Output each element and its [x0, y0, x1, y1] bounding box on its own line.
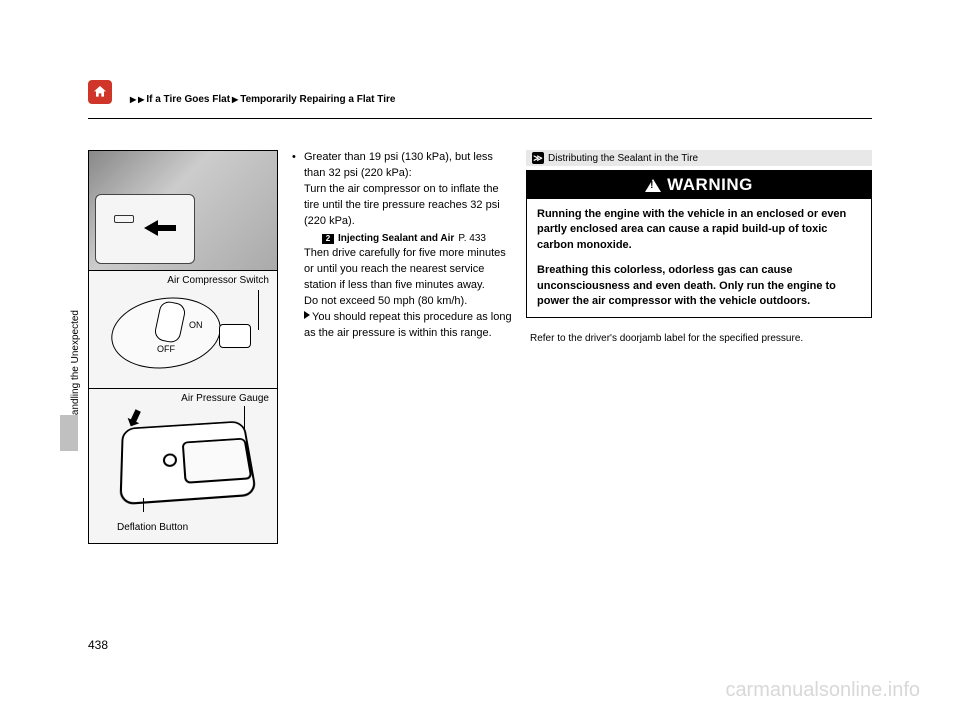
chevron-right-icon: ▶	[138, 95, 144, 104]
tip-title: Distributing the Sealant in the Tire	[548, 153, 698, 164]
gauge-label: Air Pressure Gauge	[97, 393, 269, 404]
ref-page: P. 433	[458, 232, 486, 247]
compressor-switch-label: Air Compressor Switch	[97, 275, 269, 286]
warning-box: WARNING Running the engine with the vehi…	[526, 170, 872, 318]
footnote: Refer to the driver's doorjamb label for…	[526, 332, 872, 346]
continue-item: You should repeat this procedure as long…	[304, 310, 512, 342]
sidebar-column: ≫ Distributing the Sealant in the Tire W…	[526, 150, 872, 544]
gauge-illustration: ⬇	[97, 406, 269, 526]
body-text: Do not exceed 50 mph (80 km/h).	[304, 294, 512, 310]
callout-line	[258, 290, 259, 330]
gauge-screen-icon	[182, 438, 253, 484]
warning-body: Running the engine with the vehicle in a…	[527, 199, 871, 317]
figure-compressor-switch: Air Compressor Switch ON OFF	[89, 271, 277, 389]
body-text: Turn the air compressor on to inflate th…	[304, 182, 512, 230]
socket-icon	[114, 215, 134, 223]
compressor-illustration: ON OFF	[97, 288, 269, 378]
cross-ref: 2 Injecting Sealant and Air P. 433	[304, 232, 512, 247]
warning-p1: Running the engine with the vehicle in a…	[537, 207, 861, 253]
warning-p2: Breathing this colorless, odorless gas c…	[537, 263, 861, 309]
arrow-left-icon	[144, 220, 158, 236]
section-label: Handling the Unexpected	[70, 310, 81, 422]
alert-triangle-icon	[645, 179, 661, 192]
ref-icon: 2	[322, 234, 334, 244]
breadcrumb-part2: Temporarily Repairing a Flat Tire	[240, 94, 395, 105]
watermark: carmanualsonline.info	[725, 679, 920, 702]
figure-pressure-gauge: Air Pressure Gauge ⬇ Deflation Button	[89, 389, 277, 543]
triangle-right-icon	[304, 311, 310, 319]
breadcrumb-part1: If a Tire Goes Flat	[146, 94, 230, 105]
page-content: Air Compressor Switch ON OFF Air Pressur…	[88, 150, 872, 544]
bullet-icon: •	[292, 150, 304, 342]
off-label: OFF	[157, 344, 175, 354]
figure-box: Air Compressor Switch ON OFF Air Pressur…	[88, 150, 278, 544]
socket-panel	[95, 194, 195, 264]
gauge-icon	[219, 324, 251, 348]
header-divider	[88, 118, 872, 119]
figure-column: Air Compressor Switch ON OFF Air Pressur…	[88, 150, 278, 544]
on-label: ON	[189, 320, 203, 330]
chevron-right-icon: ▶	[232, 95, 238, 104]
bullet-lead: Greater than 19 psi (130 kPa), but less …	[304, 150, 512, 182]
tip-header: ≫ Distributing the Sealant in the Tire	[526, 150, 872, 166]
callout-line	[143, 498, 144, 512]
chevron-right-icon: ▶	[130, 95, 136, 104]
compressor-case-icon	[119, 420, 257, 505]
bullet-item: • Greater than 19 psi (130 kPa), but les…	[292, 150, 512, 342]
side-tab	[60, 415, 78, 451]
warning-title-bar: WARNING	[527, 171, 871, 199]
home-icon[interactable]	[88, 80, 112, 104]
ref-title: Injecting Sealant and Air	[338, 232, 454, 247]
text-column: • Greater than 19 psi (130 kPa), but les…	[292, 150, 512, 544]
deflation-button-icon	[163, 453, 178, 467]
page-number: 438	[88, 638, 108, 652]
info-icon: ≫	[532, 152, 544, 164]
body-text: Then drive carefully for five more minut…	[304, 246, 512, 294]
breadcrumb: ▶ ▶ If a Tire Goes Flat ▶ Temporarily Re…	[130, 94, 395, 105]
body-text: You should repeat this procedure as long…	[304, 311, 512, 339]
warning-title: WARNING	[667, 175, 753, 195]
figure-power-socket	[89, 151, 277, 271]
